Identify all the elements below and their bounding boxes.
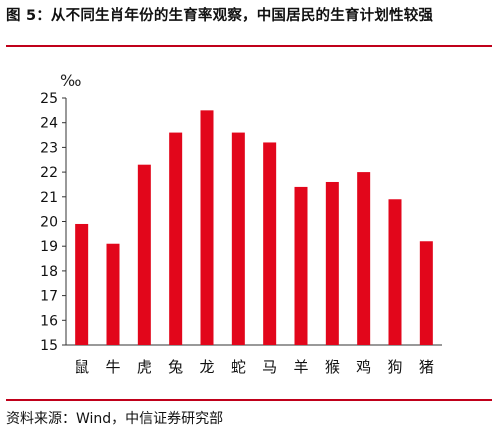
y-tick-label: 18: [40, 264, 58, 280]
x-tick-label: 狗: [387, 358, 402, 376]
source-rule: [6, 399, 492, 401]
y-tick-label: 15: [40, 338, 58, 354]
x-tick-label: 牛: [105, 358, 120, 376]
x-tick-label: 猴: [325, 358, 340, 376]
x-tick-label: 鸡: [356, 358, 371, 376]
x-tick-label: 龙: [199, 358, 214, 376]
source-note: 资料来源：Wind，中信证券研究部: [6, 411, 224, 427]
bar-6: [231, 132, 245, 345]
y-tick-label: 25: [40, 91, 58, 107]
bar-12: [419, 241, 433, 345]
x-tick-labels: 鼠牛虎兔龙蛇马羊猴鸡狗猪: [74, 358, 434, 376]
x-tick-label: 马: [262, 358, 277, 376]
bar-7: [263, 142, 277, 345]
x-tick-label: 蛇: [231, 358, 246, 376]
y-unit-label: ‰: [60, 71, 81, 90]
y-tick-label: 20: [40, 215, 58, 231]
y-tick-label: 16: [40, 313, 58, 329]
bar-2: [106, 243, 120, 345]
title-rule: [6, 45, 492, 47]
axes: [62, 97, 442, 346]
y-tick-label: 19: [40, 239, 58, 255]
bar-chart: ‰ 15 16 17 18 19 20 21 22 23 24 25 鼠牛虎兔龙蛇马羊猴鸡狗猪: [40, 71, 442, 376]
x-tick-label: 鼠: [74, 358, 89, 376]
bar-5: [200, 110, 214, 345]
bar-10: [357, 172, 371, 345]
y-tick-label: 21: [40, 190, 58, 206]
figure-title: 图 5：从不同生肖年份的生育率观察，中国居民的生育计划性较强: [6, 8, 434, 24]
x-tick-label: 猪: [419, 358, 434, 376]
bars: [75, 110, 433, 345]
bar-3: [137, 164, 151, 345]
bar-9: [325, 181, 339, 345]
y-tick-label: 17: [40, 289, 58, 305]
x-tick-label: 虎: [137, 358, 152, 376]
bar-4: [169, 132, 183, 345]
x-tick-label: 羊: [293, 358, 308, 376]
y-tick-labels: 15 16 17 18 19 20 21 22 23 24 25: [40, 91, 58, 354]
bar-8: [294, 186, 308, 345]
bar-1: [75, 223, 89, 345]
y-tick-label: 22: [40, 165, 58, 181]
y-tick-label: 23: [40, 140, 58, 156]
y-tick-label: 24: [40, 116, 58, 132]
bar-11: [388, 199, 402, 345]
x-tick-label: 兔: [168, 358, 183, 376]
